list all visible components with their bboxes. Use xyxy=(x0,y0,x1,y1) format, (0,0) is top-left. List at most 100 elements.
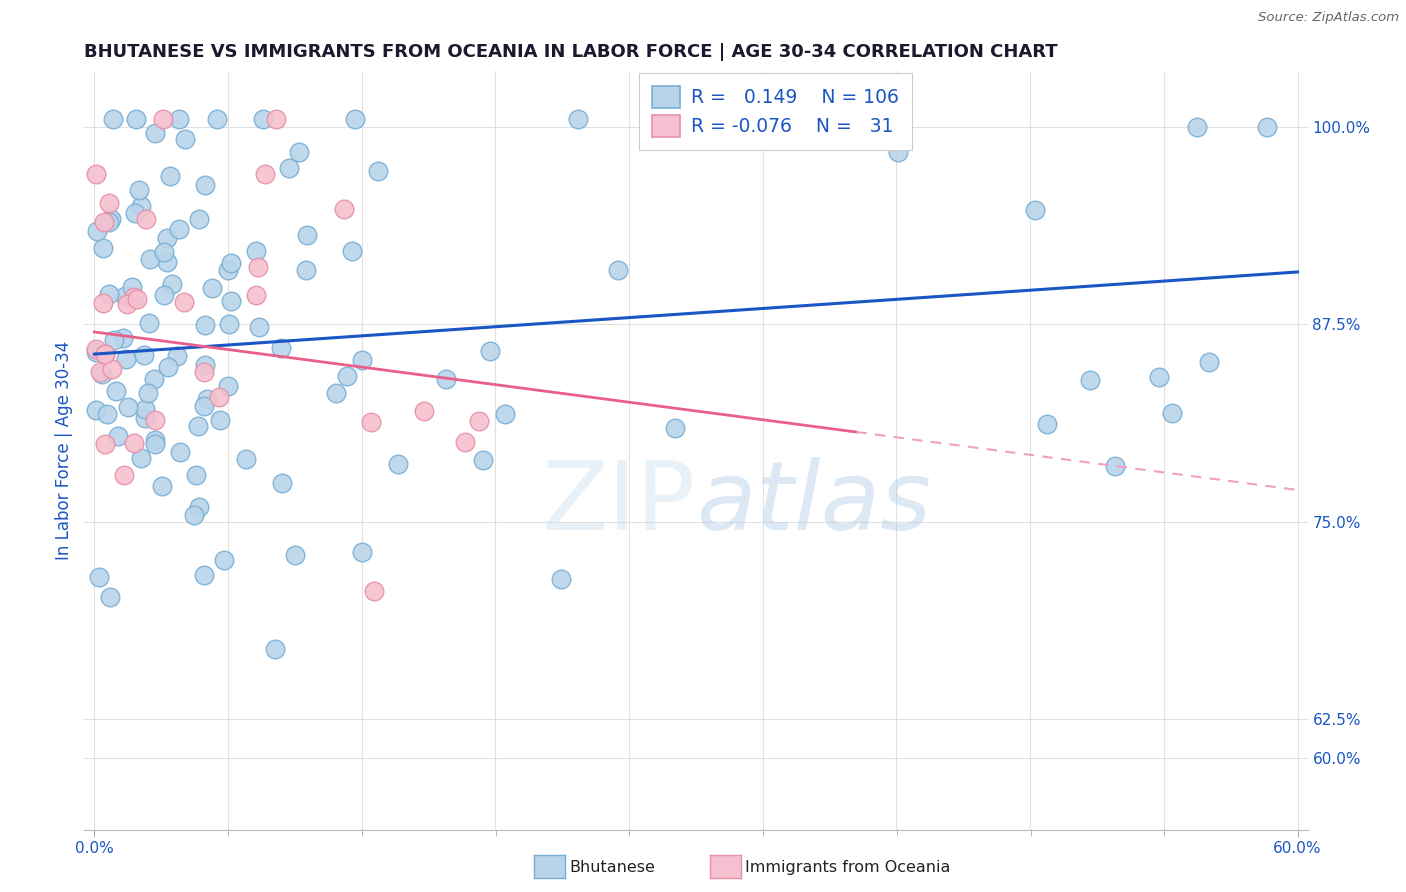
Point xyxy=(156,231,179,245)
Point xyxy=(247,319,270,334)
Point xyxy=(336,369,359,384)
Point xyxy=(342,244,364,259)
Point xyxy=(434,371,457,385)
Point xyxy=(86,224,108,238)
Point xyxy=(86,342,108,356)
Point xyxy=(89,365,111,379)
Point xyxy=(550,573,572,587)
Point xyxy=(1198,355,1220,369)
Point xyxy=(325,386,347,401)
Point xyxy=(103,333,125,347)
Point xyxy=(124,206,146,220)
Point xyxy=(1036,417,1059,431)
Point xyxy=(277,161,299,176)
Point xyxy=(201,281,224,295)
Point xyxy=(294,263,316,277)
Point xyxy=(193,568,215,582)
Point xyxy=(169,222,191,236)
Point xyxy=(127,292,149,306)
Point xyxy=(152,112,174,126)
Point xyxy=(472,453,495,467)
Point xyxy=(367,163,389,178)
Point xyxy=(184,468,207,483)
Point xyxy=(93,215,115,229)
Point xyxy=(135,212,157,227)
Point xyxy=(664,420,686,434)
Y-axis label: In Labor Force | Age 30-34: In Labor Force | Age 30-34 xyxy=(55,341,73,560)
Point xyxy=(235,451,257,466)
Point xyxy=(101,112,124,126)
Point xyxy=(86,402,108,417)
Point xyxy=(194,318,217,332)
Point xyxy=(138,316,160,330)
Point xyxy=(1149,370,1171,384)
Point xyxy=(107,429,129,443)
Point xyxy=(173,294,195,309)
Point xyxy=(153,244,176,259)
Point xyxy=(1078,373,1101,387)
Point xyxy=(218,317,240,331)
Point xyxy=(91,367,114,381)
Point xyxy=(143,434,166,448)
Point xyxy=(187,419,209,434)
Point xyxy=(194,359,217,373)
Point xyxy=(264,641,287,656)
Point xyxy=(188,211,211,226)
Point xyxy=(494,407,516,421)
Point xyxy=(96,407,118,421)
Point xyxy=(94,346,117,360)
Point xyxy=(117,400,139,414)
Point xyxy=(271,476,294,491)
Point xyxy=(217,378,239,392)
Point xyxy=(344,112,367,126)
Point xyxy=(111,331,134,345)
Point xyxy=(132,348,155,362)
Point xyxy=(333,202,356,216)
Point xyxy=(87,570,110,584)
Text: BHUTANESE VS IMMIGRANTS FROM OCEANIA IN LABOR FORCE | AGE 30-34 CORRELATION CHAR: BHUTANESE VS IMMIGRANTS FROM OCEANIA IN … xyxy=(84,44,1057,62)
Point xyxy=(352,352,374,367)
Point xyxy=(94,347,117,361)
Point xyxy=(245,288,267,302)
Point xyxy=(143,437,166,451)
Point xyxy=(887,145,910,159)
Point xyxy=(121,279,143,293)
Point xyxy=(193,399,215,413)
Point xyxy=(128,183,150,197)
Point xyxy=(98,196,121,211)
Point xyxy=(360,415,382,429)
Text: Bhutanese: Bhutanese xyxy=(569,860,655,874)
Text: Source: ZipAtlas.com: Source: ZipAtlas.com xyxy=(1258,11,1399,24)
Point xyxy=(1104,459,1126,474)
Point xyxy=(122,290,145,304)
Point xyxy=(104,384,127,398)
Point xyxy=(94,437,117,451)
Point xyxy=(208,413,231,427)
Point xyxy=(143,371,166,385)
Point xyxy=(1024,202,1046,217)
Point xyxy=(169,445,191,459)
Point xyxy=(479,344,502,359)
Point xyxy=(453,435,475,450)
Point xyxy=(134,402,156,417)
Point xyxy=(93,242,115,256)
Text: ZIP: ZIP xyxy=(543,457,696,550)
Point xyxy=(219,256,242,270)
Point xyxy=(352,545,374,559)
Point xyxy=(112,467,135,482)
Point xyxy=(138,386,160,401)
Point xyxy=(284,549,307,563)
Point xyxy=(91,296,114,310)
Point xyxy=(122,436,145,450)
Point xyxy=(1160,406,1182,420)
Point xyxy=(124,112,146,126)
Point xyxy=(166,349,188,363)
Point xyxy=(187,500,209,514)
Point xyxy=(150,479,173,493)
Point xyxy=(264,112,287,126)
Point xyxy=(156,359,179,374)
Point xyxy=(101,361,124,376)
Point xyxy=(98,286,121,301)
Point xyxy=(98,590,121,604)
Point xyxy=(117,296,139,310)
